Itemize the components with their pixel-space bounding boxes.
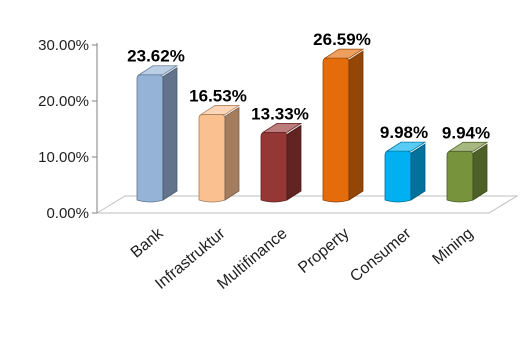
data-label: 23.62% xyxy=(127,47,185,66)
data-label: 9.98% xyxy=(380,123,428,142)
bar-front-face xyxy=(384,150,412,203)
data-label: 26.59% xyxy=(313,30,371,49)
bar-front-face xyxy=(198,114,226,203)
x-tick-label: Mining xyxy=(430,225,477,268)
bar-side-face xyxy=(162,66,178,201)
bar-front-face xyxy=(260,131,288,203)
y-axis: 0.00% 10.00% 20.00% 30.00% xyxy=(38,37,98,222)
bar-top-face xyxy=(261,122,303,133)
y-tick-label: 0.00% xyxy=(46,205,89,222)
bars xyxy=(136,48,489,203)
bar-side-face xyxy=(410,143,426,201)
bar-front-face xyxy=(136,74,164,203)
bar-bank xyxy=(136,65,179,203)
x-tick-label: Consumer xyxy=(347,225,415,286)
bar-property xyxy=(322,48,365,203)
data-label: 13.33% xyxy=(251,104,309,123)
x-tick-label: Bank xyxy=(128,224,168,261)
bar-top-face xyxy=(323,48,365,59)
bar-top-face xyxy=(199,105,241,115)
y-tick-label: 20.00% xyxy=(38,93,89,110)
bar-mining xyxy=(446,141,489,203)
data-labels: 23.62% 16.53%13.33% 26.59% 9.98% 9.94% xyxy=(127,30,490,142)
data-label: 9.94% xyxy=(442,123,490,142)
bar-top-face xyxy=(447,141,489,152)
y-tick-label: 30.00% xyxy=(38,37,89,54)
bar-consumer xyxy=(384,141,427,203)
bar-top-face xyxy=(137,65,179,76)
bar-side-face xyxy=(348,50,364,201)
bar-multifinance xyxy=(260,122,303,203)
bar-front-face xyxy=(322,57,350,203)
x-tick-label: Property xyxy=(295,225,352,277)
bar-infrastruktur xyxy=(198,105,241,203)
bar-front-face xyxy=(446,150,474,203)
data-label: 16.53% xyxy=(189,86,247,105)
bar-side-face xyxy=(224,106,240,201)
bar-top-face xyxy=(385,141,427,152)
y-tick-label: 10.00% xyxy=(38,149,89,166)
bar-side-face xyxy=(472,143,488,201)
bar-side-face xyxy=(286,124,302,201)
